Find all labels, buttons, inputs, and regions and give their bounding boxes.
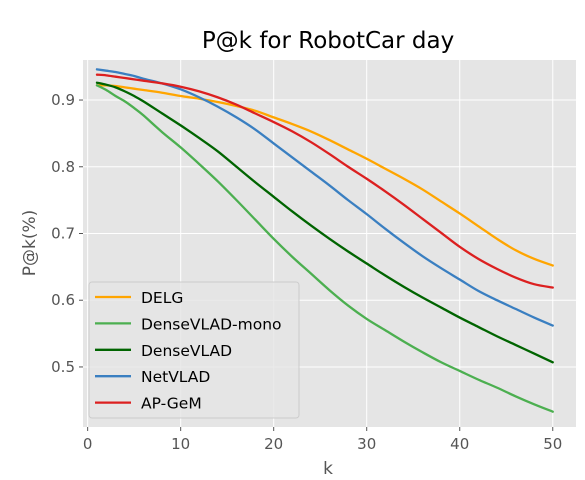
y-tick-label: 0.5 [51, 358, 75, 376]
chart-title: P@k for RobotCar day [202, 28, 454, 54]
legend: DELG DenseVLAD-mono DenseVLAD NetVLAD AP-GeM [88, 281, 300, 419]
series-line-densevlad-mono [95, 84, 554, 413]
series-line-delg [95, 84, 554, 267]
legend-label: DenseVLAD-mono [141, 315, 282, 333]
series-line-densevlad [95, 81, 554, 364]
legend-label: NetVLAD [141, 368, 210, 386]
y-axis-ticks: 0.5 0.6 0.7 0.8 0.9 [51, 91, 83, 376]
x-axis-label: k [323, 459, 333, 479]
x-axis-ticks: 0 10 20 30 40 50 [83, 427, 562, 453]
legend-label: AP-GeM [141, 395, 202, 413]
x-tick-label: 20 [264, 435, 283, 453]
y-tick-label: 0.8 [51, 158, 75, 176]
series-line-ap-gem [95, 73, 554, 289]
x-tick-label: 50 [543, 435, 562, 453]
legend-label: DELG [141, 289, 183, 307]
y-tick-label: 0.7 [51, 224, 75, 242]
legend-label: DenseVLAD [141, 342, 232, 360]
legend-box [88, 281, 300, 419]
series-line-netvlad [95, 68, 554, 327]
x-tick-label: 10 [171, 435, 190, 453]
y-tick-label: 0.6 [51, 291, 75, 309]
x-tick-label: 40 [450, 435, 469, 453]
y-axis-label: P@k(%) [20, 210, 40, 277]
y-tick-label: 0.9 [51, 91, 75, 109]
series-lines [95, 68, 554, 413]
x-tick-label: 0 [83, 435, 93, 453]
x-tick-label: 30 [357, 435, 376, 453]
